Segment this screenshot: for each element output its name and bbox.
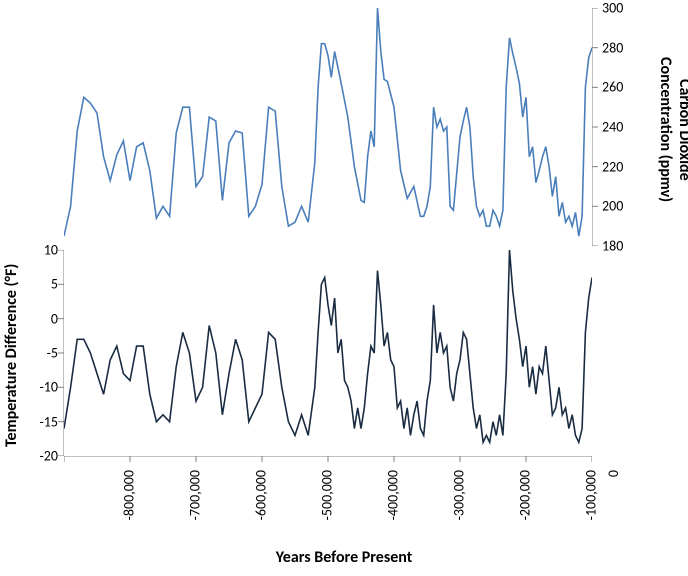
temperature-ytick-label: -5 bbox=[30, 345, 58, 362]
temperature-line bbox=[64, 250, 592, 442]
co2-y-axis-title: Carbon Dioxide Concentration (ppmv) bbox=[656, 40, 688, 220]
temperature-ytick-label: -20 bbox=[30, 448, 58, 465]
co2-ytick-label: 220 bbox=[602, 158, 623, 175]
x-tick-label: -500,000 bbox=[318, 470, 335, 520]
x-axis bbox=[64, 456, 592, 468]
x-tick-label: -100,000 bbox=[582, 470, 599, 520]
figure-container: 180 200 220 240 260 280 300 Carbon Dioxide Con… bbox=[0, 0, 688, 576]
temperature-plot bbox=[64, 250, 592, 456]
x-tick-label: -800,000 bbox=[120, 470, 137, 520]
x-tick-label: 0 bbox=[605, 470, 622, 477]
co2-ytick-label: 300 bbox=[602, 0, 623, 17]
x-tick-label: -300,000 bbox=[450, 470, 467, 520]
temperature-ytick-label: 5 bbox=[30, 276, 58, 293]
co2-ytick-label: 240 bbox=[602, 119, 623, 136]
co2-ytick-label: 200 bbox=[602, 198, 623, 215]
x-tick-label: -600,000 bbox=[252, 470, 269, 520]
x-tick-label: -200,000 bbox=[516, 470, 533, 520]
co2-line bbox=[64, 8, 592, 236]
co2-ytick-label: 280 bbox=[602, 39, 623, 56]
co2-ytick-label: 260 bbox=[602, 79, 623, 96]
temperature-ytick-label: 10 bbox=[30, 242, 58, 259]
temperature-ytick-label: -10 bbox=[30, 379, 58, 396]
temperature-y-axis-title: Temperature Difference (°F) bbox=[2, 260, 21, 450]
temperature-ytick-label: 0 bbox=[30, 310, 58, 327]
x-tick-label: -400,000 bbox=[384, 470, 401, 520]
x-tick-label: -700,000 bbox=[186, 470, 203, 520]
co2-plot bbox=[64, 8, 592, 246]
x-axis-title: Years Before Present bbox=[0, 548, 688, 567]
co2-ytick-label: 180 bbox=[602, 238, 623, 255]
temperature-ytick-label: -15 bbox=[30, 413, 58, 430]
